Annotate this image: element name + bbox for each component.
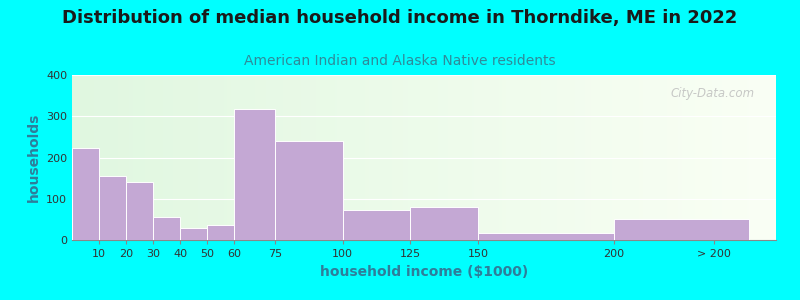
Text: Distribution of median household income in Thorndike, ME in 2022: Distribution of median household income … (62, 9, 738, 27)
Bar (478, 233, 614, 240)
Bar (99, 176, 126, 240)
Text: City-Data.com: City-Data.com (670, 86, 755, 100)
Bar (410, 207, 478, 240)
Bar (275, 141, 342, 240)
Bar (207, 225, 234, 240)
Bar (180, 229, 207, 240)
Bar (154, 217, 180, 240)
Bar (614, 219, 749, 240)
Y-axis label: households: households (26, 113, 41, 202)
Bar (72, 148, 99, 240)
Bar (342, 210, 410, 240)
X-axis label: household income ($1000): household income ($1000) (320, 265, 528, 279)
Text: American Indian and Alaska Native residents: American Indian and Alaska Native reside… (244, 54, 556, 68)
Bar (126, 182, 154, 240)
Bar (234, 109, 275, 240)
